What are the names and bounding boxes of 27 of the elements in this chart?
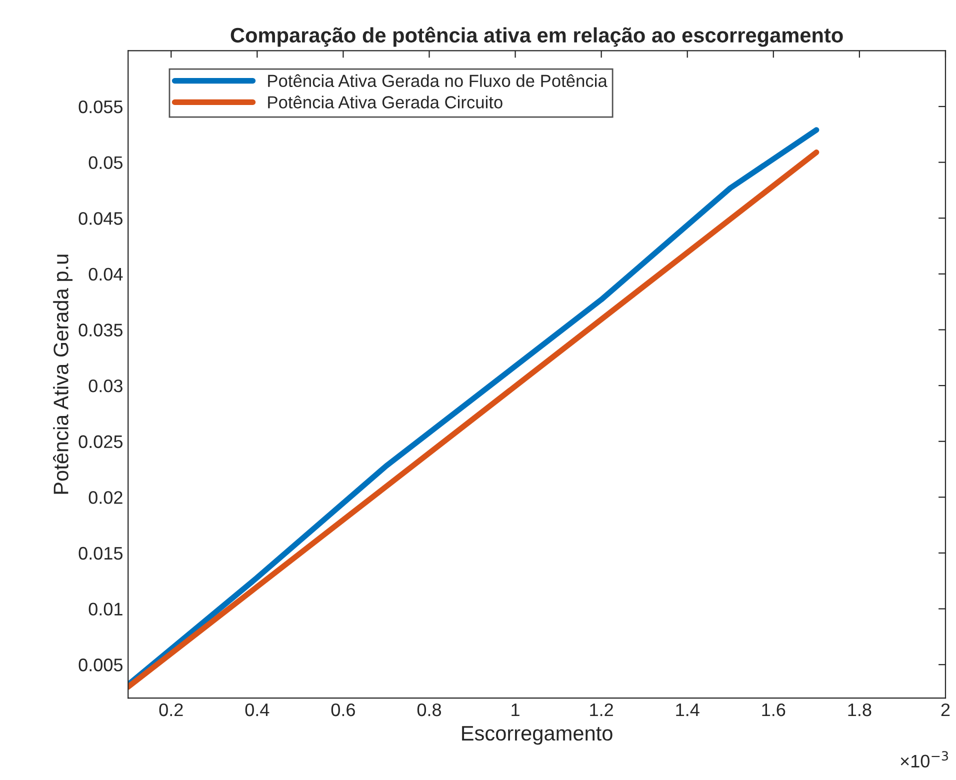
- y-tick-label: 0.04: [88, 268, 123, 281]
- y-tick-label: 0.015: [78, 546, 122, 560]
- legend-label: Potência Ativa Gerada no Fluxo de Potência: [268, 74, 608, 88]
- x-tick-label: 2: [941, 703, 950, 716]
- x-tick-label: 0.6: [331, 703, 355, 716]
- y-tick-label: 0.02: [88, 491, 122, 504]
- y-tick-label: 0.05: [88, 156, 122, 170]
- y-tick-label: 0.035: [78, 324, 122, 336]
- x-tick-label: 1.4: [676, 704, 700, 716]
- text: ×10$^{−3}$: [900, 751, 948, 768]
- y-tick-label: 0.055: [78, 100, 122, 114]
- x-tick-label: 0.2: [159, 703, 183, 716]
- x-axis-title: Escorregamento: [462, 726, 612, 745]
- y-tick-label: 0.03: [88, 379, 122, 392]
- x-tick-label: 0.8: [417, 703, 442, 716]
- y-tick-label: 0.01: [88, 602, 122, 616]
- legend-label: Potência Ativa Gerada Circuito: [268, 96, 502, 108]
- x-tick-label: 1.2: [590, 703, 613, 716]
- y-axis-title: Potência Ativa Gerada p.u: [53, 254, 73, 494]
- x-tick-label: 1: [512, 704, 520, 716]
- x-tick-label: 1.8: [848, 703, 872, 716]
- x-tick-label: 1.6: [762, 703, 786, 716]
- chart-title: Comparação de potência ativa em relação ao escorregamento: [230, 26, 843, 47]
- y-tick-label: 0.025: [78, 435, 122, 448]
- y-tick-label: 0.005: [78, 658, 122, 672]
- x-tick-label: 0.4: [245, 703, 270, 716]
- y-tick-label: 0.045: [78, 212, 122, 225]
